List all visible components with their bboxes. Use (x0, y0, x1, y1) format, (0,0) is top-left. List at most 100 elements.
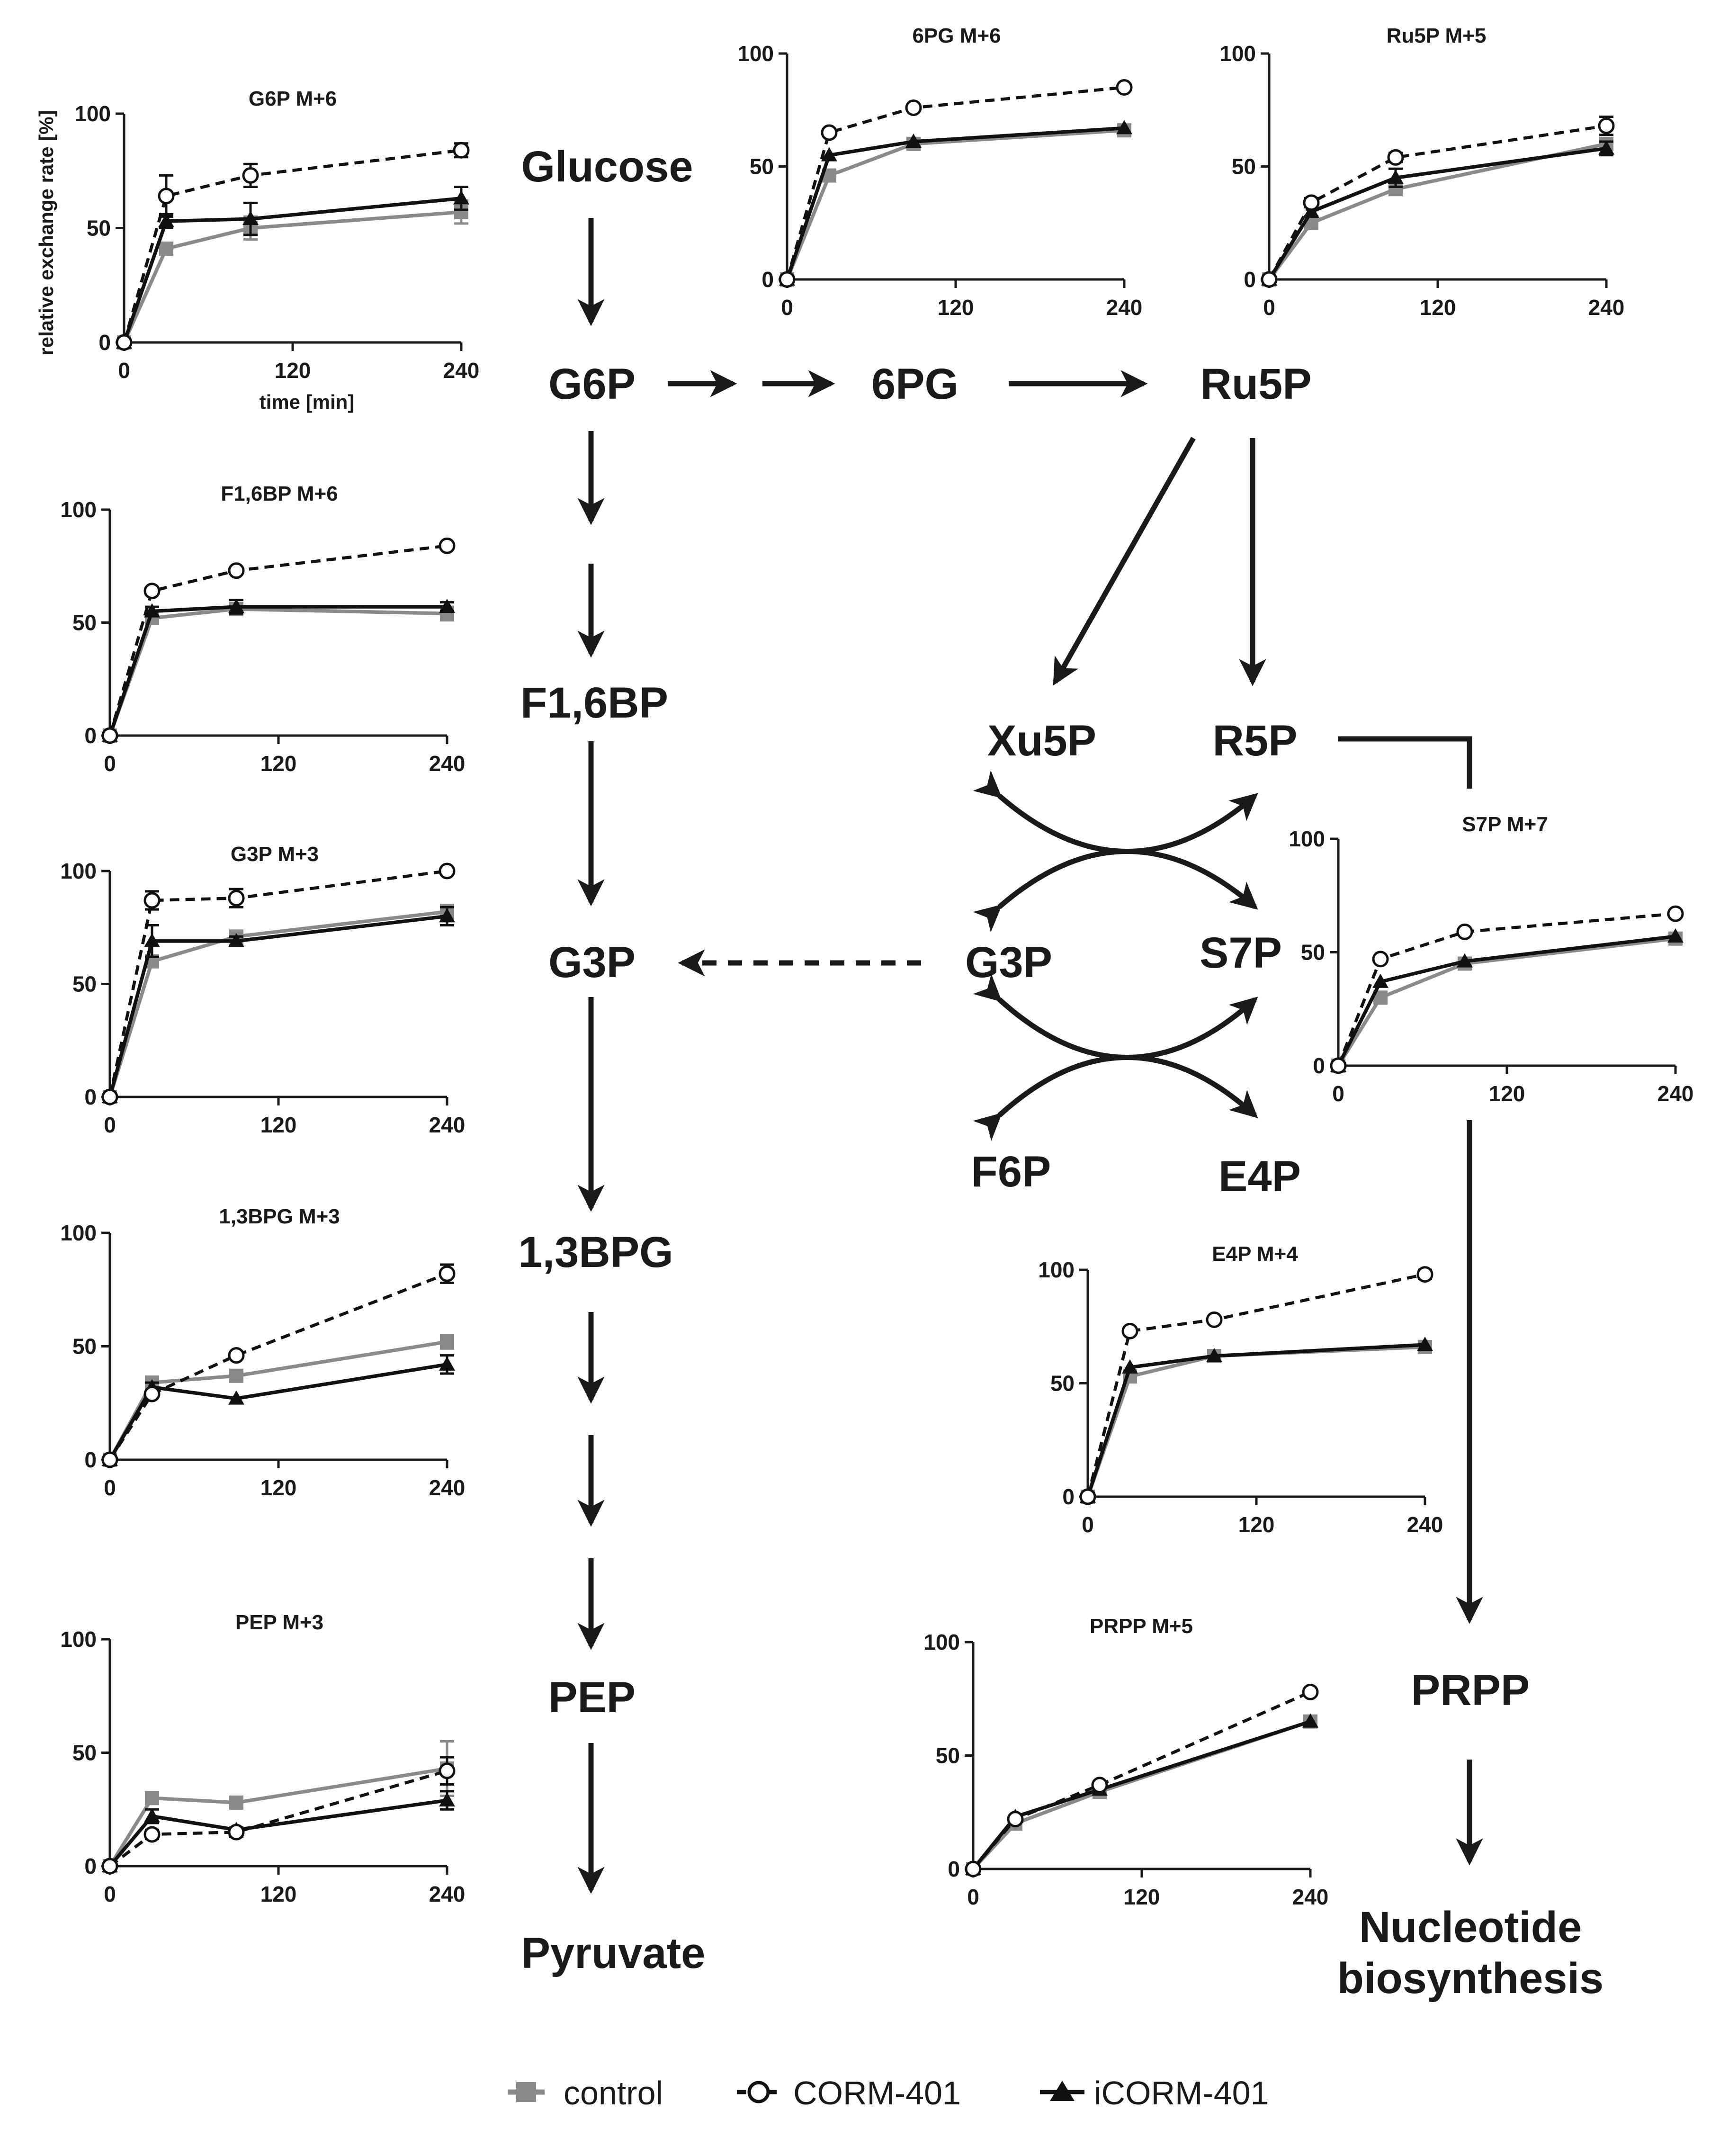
y-tick-label: 0 (1313, 1053, 1325, 1078)
x-axis-label: time [min] (260, 391, 355, 413)
series-line (108, 1798, 448, 1868)
chart-ru5p: Ru5P M+5 0 120 240 0 50 100 (1219, 24, 1624, 320)
series-icorm-401 (1261, 140, 1614, 286)
chart-title: E4P M+4 (1212, 1242, 1298, 1266)
data-point (228, 889, 245, 907)
arrow-cross-2a (973, 974, 1258, 1060)
metabolite-pep: PEP (548, 1673, 636, 1722)
series-corm-401 (1079, 1266, 1433, 1505)
y-tick-label: 0 (84, 723, 97, 748)
x-tick-label: 0 (104, 1882, 116, 1906)
y-tick-label: 50 (936, 1743, 960, 1768)
data-point (143, 1385, 161, 1402)
data-point (779, 271, 796, 288)
data-point (1079, 1488, 1096, 1505)
metabolite-e4p: E4P (1218, 1152, 1301, 1201)
data-point (965, 1860, 982, 1878)
data-point (143, 892, 161, 909)
series-line (1086, 1343, 1425, 1498)
series-icorm-401 (116, 186, 469, 349)
data-point (1372, 951, 1389, 968)
series-line (1268, 124, 1607, 280)
chart-title: 1,3BPG M+3 (219, 1205, 340, 1228)
series-corm-401 (101, 1756, 456, 1875)
x-tick-label: 240 (1106, 295, 1143, 320)
metabolite-g6p: G6P (548, 360, 636, 408)
x-tick-label: 120 (1420, 295, 1456, 320)
series-line (972, 1720, 1311, 1870)
legend-label-icorm: iCORM-401 (1094, 2075, 1269, 2111)
series-corm-401 (101, 862, 456, 1105)
x-tick-label: 0 (781, 295, 793, 320)
data-point (228, 562, 245, 579)
series-corm-401 (101, 1263, 456, 1468)
data-point (144, 603, 160, 618)
y-axis-label: relative exchange rate [%] (35, 110, 57, 355)
data-point (439, 1792, 455, 1807)
metabolite-nucleotide-line1: Nucleotide (1359, 1903, 1582, 1951)
series-line (108, 869, 448, 1097)
y-tick-label: 0 (1062, 1484, 1075, 1509)
chart-g3p: G3P M+3 0 120 240 0 50 100 (60, 843, 465, 1137)
chart-pep: PEP M+3 0 120 240 0 50 100 (60, 1611, 465, 1906)
y-tick-label: 0 (761, 267, 774, 292)
y-tick-label: 0 (84, 1854, 97, 1878)
y-tick-label: 50 (1050, 1371, 1075, 1396)
charts: G6P M+6 0 120 240 0 50 100 time [min] relative e… (35, 24, 1693, 1909)
legend: control CORM-401 iCORM-401 (508, 2075, 1269, 2111)
y-tick-label: 100 (1219, 41, 1256, 66)
metabolite-glucose: Glucose (521, 143, 693, 191)
chart-s7p: S7P M+7 0 120 240 0 50 100 (1289, 813, 1693, 1106)
series-line (1086, 1273, 1425, 1497)
metabolite-13bpg: 1,3BPG (518, 1228, 673, 1276)
series-line (122, 210, 462, 343)
metabolite-labels: Glucose G6P 6PG Ru5P F1,6BP Xu5P R5P G3P… (518, 143, 1604, 2003)
y-tick-label: 100 (60, 859, 97, 883)
data-point (439, 1356, 455, 1371)
chart-g6p: G6P M+6 0 120 240 0 50 100 time [min] relative e… (35, 87, 479, 413)
chart-bpg13: 1,3BPG M+3 0 120 240 0 50 100 (60, 1205, 465, 1500)
data-point (145, 1791, 159, 1806)
y-tick-label: 50 (72, 1741, 97, 1765)
y-tick-label: 100 (74, 101, 111, 126)
data-point (229, 1795, 243, 1810)
series-icorm-401 (779, 120, 1132, 286)
chart-title: G3P M+3 (231, 843, 319, 866)
x-tick-label: 120 (1238, 1512, 1275, 1537)
series-line (972, 1690, 1311, 1870)
chart-e4p: E4P M+4 0 120 240 0 50 100 (1038, 1242, 1443, 1537)
metabolite-f6p: F6P (971, 1148, 1051, 1196)
arrow-ru5p-xu5p (1053, 437, 1196, 686)
arrow-cross-1b (973, 849, 1258, 933)
y-tick-label: 100 (923, 1630, 960, 1654)
data-point (1303, 194, 1320, 211)
y-tick-label: 50 (1232, 154, 1256, 179)
metabolite-xu5p: Xu5P (987, 717, 1096, 765)
data-point (1387, 149, 1404, 166)
data-point (144, 933, 160, 947)
data-point (1330, 1057, 1347, 1074)
y-tick-label: 50 (72, 1334, 97, 1359)
chart-title: G6P M+6 (249, 87, 337, 110)
y-tick-label: 100 (737, 41, 774, 66)
data-point (1122, 1359, 1138, 1374)
data-point (228, 1390, 244, 1405)
data-point (159, 241, 173, 256)
x-tick-label: 120 (938, 295, 974, 320)
series-line (108, 1363, 448, 1461)
legend-item-control: control (508, 2075, 663, 2111)
data-point (228, 1347, 245, 1364)
data-point (1598, 117, 1615, 135)
data-point (228, 599, 244, 613)
data-point (439, 537, 456, 554)
x-tick-label: 0 (104, 751, 116, 776)
data-point (1261, 271, 1278, 288)
x-tick-label: 0 (104, 1475, 116, 1500)
series-line (785, 128, 1125, 280)
data-point (439, 1762, 456, 1779)
data-point (116, 334, 133, 351)
x-tick-label: 240 (1407, 1512, 1443, 1537)
x-tick-label: 120 (260, 751, 297, 776)
data-point (1206, 1348, 1222, 1363)
metabolite-g3p-ppp: G3P (965, 938, 1052, 987)
